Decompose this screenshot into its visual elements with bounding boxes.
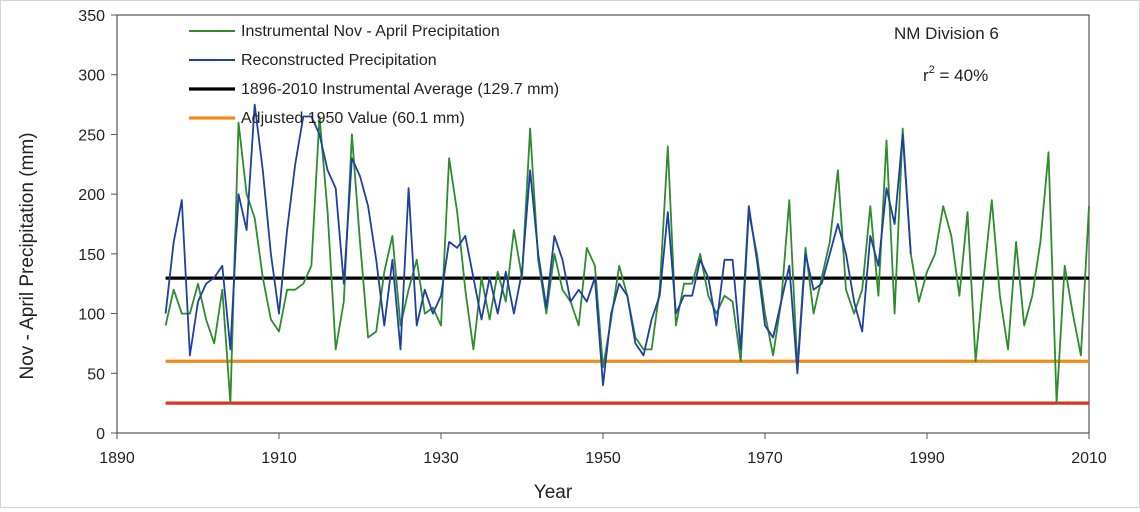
x-tick-label: 1970 xyxy=(747,450,783,467)
r-squared-annotation: r2 = 40% xyxy=(923,64,988,85)
series-layer xyxy=(164,103,1090,405)
y-tick-label: 350 xyxy=(78,8,105,25)
y-tick-label: 250 xyxy=(78,127,105,144)
legend-label: Adjusted 1950 Value (60.1 mm) xyxy=(241,110,465,127)
y-tick-label: 200 xyxy=(78,187,105,204)
x-tick-label: 1890 xyxy=(99,450,135,467)
axis-layer: 1890 1910 1930 1950 1970 1990 2010 0 50 100 150 200… xyxy=(78,8,1107,467)
r-squared-value: = 40% xyxy=(935,66,988,85)
y-axis-title: Nov - April Precipitation (mm) xyxy=(17,132,38,379)
x-tick-label: 1990 xyxy=(909,450,945,467)
legend: Instrumental Nov - April Precipitation Re… xyxy=(189,23,559,127)
r-squared-superscript: 2 xyxy=(929,64,935,76)
x-axis-title: Year xyxy=(534,482,573,503)
series-line-reconstructed-precipitation xyxy=(164,103,912,387)
x-tick-label: 2010 xyxy=(1071,450,1107,467)
x-tick-label: 1930 xyxy=(423,450,459,467)
y-tick-label: 50 xyxy=(87,366,105,383)
y-tick-label: 300 xyxy=(78,68,105,85)
legend-label: Instrumental Nov - April Precipitation xyxy=(241,23,500,40)
y-tick-label: 0 xyxy=(96,426,105,443)
region-annotation: NM Division 6 xyxy=(894,24,999,43)
y-tick-label: 100 xyxy=(78,307,105,324)
r-squared-prefix: r xyxy=(923,66,929,85)
legend-label: 1896-2010 Instrumental Average (129.7 mm… xyxy=(241,81,559,98)
x-tick-label: 1950 xyxy=(585,450,621,467)
legend-label: Reconstructed Precipitation xyxy=(241,52,437,69)
y-tick-label: 150 xyxy=(78,247,105,264)
x-tick-label: 1910 xyxy=(261,450,297,467)
